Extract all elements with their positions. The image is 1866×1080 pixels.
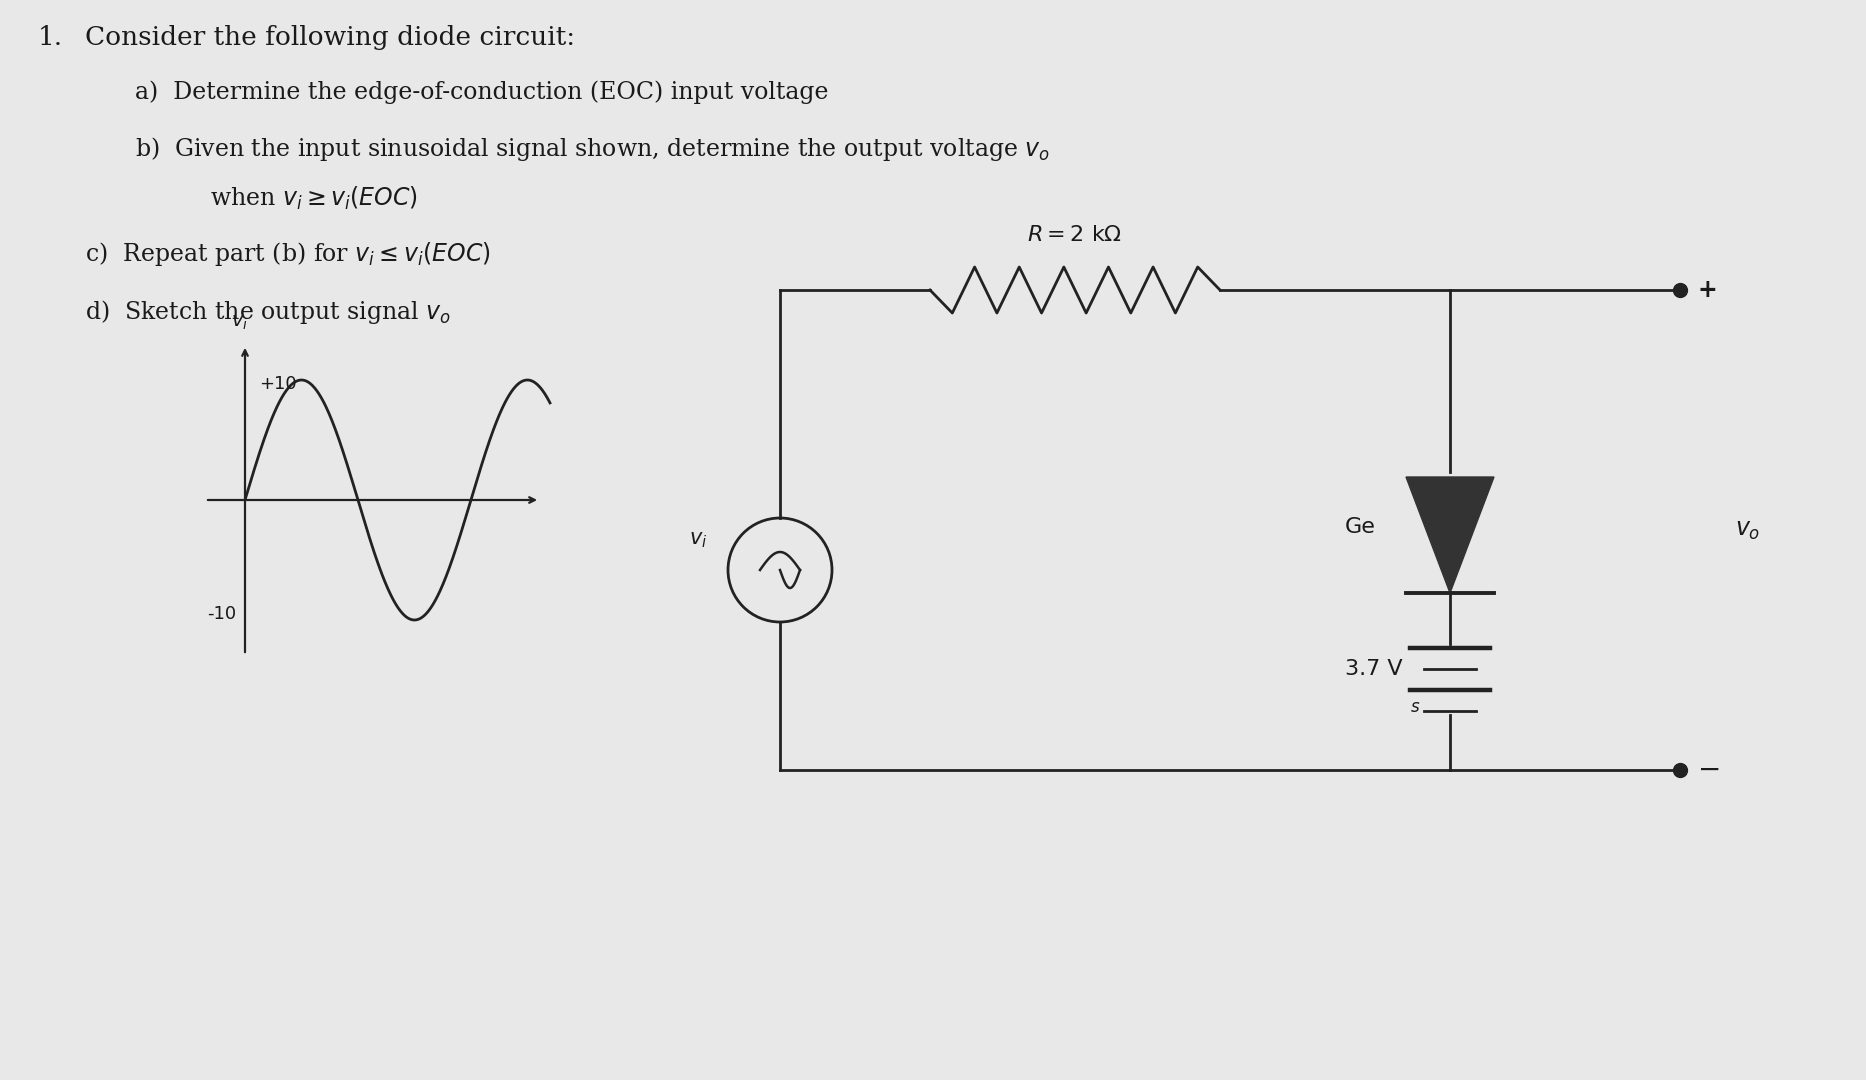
Text: $v_o$: $v_o$	[1735, 518, 1760, 542]
Text: 1.: 1.	[37, 25, 63, 50]
Text: $v_i$: $v_i$	[689, 530, 707, 550]
Text: a)  Determine the edge-of-conduction (EOC) input voltage: a) Determine the edge-of-conduction (EOC…	[134, 80, 829, 104]
Text: when $v_i \geq v_i(EOC)$: when $v_i \geq v_i(EOC)$	[211, 185, 418, 212]
Text: $v_i$: $v_i$	[231, 313, 248, 332]
Text: $R = 2$ k$\Omega$: $R = 2$ k$\Omega$	[1028, 225, 1123, 245]
Text: Consider the following diode circuit:: Consider the following diode circuit:	[86, 25, 575, 50]
Text: c)  Repeat part (b) for $v_i \leq v_i(EOC)$: c) Repeat part (b) for $v_i \leq v_i(EOC…	[86, 240, 491, 268]
Text: d)  Sketch the output signal $v_o$: d) Sketch the output signal $v_o$	[86, 298, 452, 326]
Text: 3.7 V: 3.7 V	[1345, 659, 1403, 679]
Text: $s$: $s$	[1411, 698, 1420, 716]
Text: -10: -10	[207, 605, 237, 623]
Text: b)  Given the input sinusoidal signal shown, determine the output voltage $v_o$: b) Given the input sinusoidal signal sho…	[134, 135, 1051, 163]
Text: Ge: Ge	[1345, 517, 1375, 537]
Polygon shape	[1405, 477, 1495, 593]
Text: +: +	[1698, 278, 1719, 302]
Text: +10: +10	[259, 375, 297, 393]
Text: −: −	[1698, 756, 1720, 784]
